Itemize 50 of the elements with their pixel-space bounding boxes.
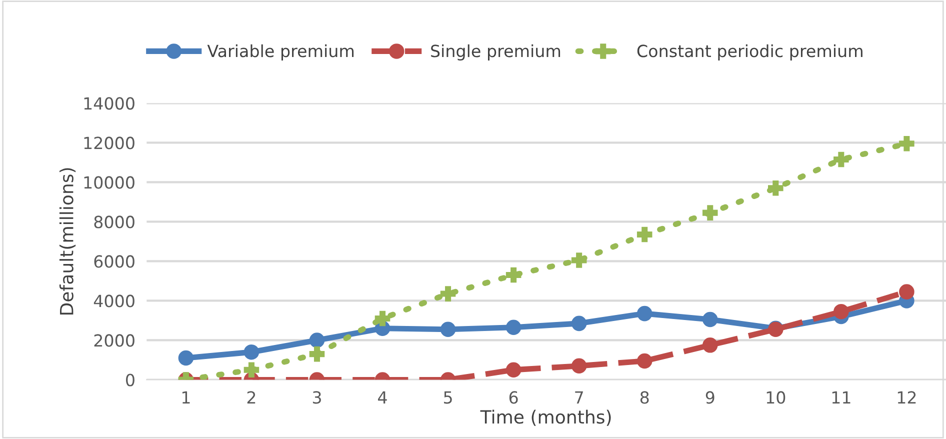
x-tick-label: 3 bbox=[312, 391, 321, 404]
x-tick-label: 10 bbox=[766, 391, 786, 404]
x-tick-label: 5 bbox=[444, 391, 452, 404]
point bbox=[506, 267, 522, 283]
point bbox=[571, 316, 587, 332]
point bbox=[702, 312, 718, 328]
x-tick-label: 4 bbox=[378, 391, 387, 404]
point bbox=[440, 286, 456, 302]
point bbox=[899, 284, 914, 300]
y-tick-label: 8000 bbox=[94, 216, 134, 228]
y-tick-label: 0 bbox=[126, 374, 134, 386]
point bbox=[702, 338, 718, 353]
point bbox=[244, 344, 260, 360]
x-tick-label: 2 bbox=[247, 391, 256, 404]
y-tick-label: 10000 bbox=[84, 176, 134, 189]
point bbox=[506, 320, 522, 336]
point bbox=[636, 353, 652, 369]
y-axis-title: Default(millions) bbox=[59, 168, 76, 314]
y-tick-label: 6000 bbox=[94, 255, 134, 268]
x-tick-label: 7 bbox=[575, 391, 583, 404]
point bbox=[309, 346, 325, 362]
point bbox=[702, 205, 718, 220]
point bbox=[571, 252, 587, 268]
x-tick-label: 12 bbox=[898, 391, 916, 404]
x-tick-label: 8 bbox=[640, 391, 649, 404]
y-tick-label: 12000 bbox=[84, 136, 134, 150]
point bbox=[506, 362, 522, 378]
point bbox=[440, 322, 456, 337]
x-axis-title: Time (months) bbox=[480, 410, 611, 426]
x-tick-label: 11 bbox=[832, 391, 850, 404]
x-tick-label: 9 bbox=[706, 391, 714, 404]
y-tick-label: 2000 bbox=[94, 334, 134, 347]
point bbox=[768, 180, 784, 196]
y-tick-label: 4000 bbox=[94, 294, 134, 308]
point bbox=[834, 304, 849, 320]
point bbox=[244, 362, 260, 378]
legend-label: Constant periodic premium bbox=[637, 44, 862, 61]
point bbox=[899, 136, 914, 152]
point bbox=[309, 332, 325, 348]
point bbox=[636, 306, 652, 322]
point bbox=[834, 152, 849, 168]
y-tick-label: 14000 bbox=[84, 97, 134, 110]
x-tick-label: 6 bbox=[509, 391, 518, 404]
point bbox=[374, 310, 390, 326]
legend-label: Variable premium bbox=[207, 44, 354, 61]
x-tick-label: 1 bbox=[182, 391, 190, 404]
legend-label: Single premium bbox=[431, 44, 560, 61]
point bbox=[636, 226, 652, 242]
point bbox=[571, 358, 587, 374]
point bbox=[178, 350, 194, 366]
